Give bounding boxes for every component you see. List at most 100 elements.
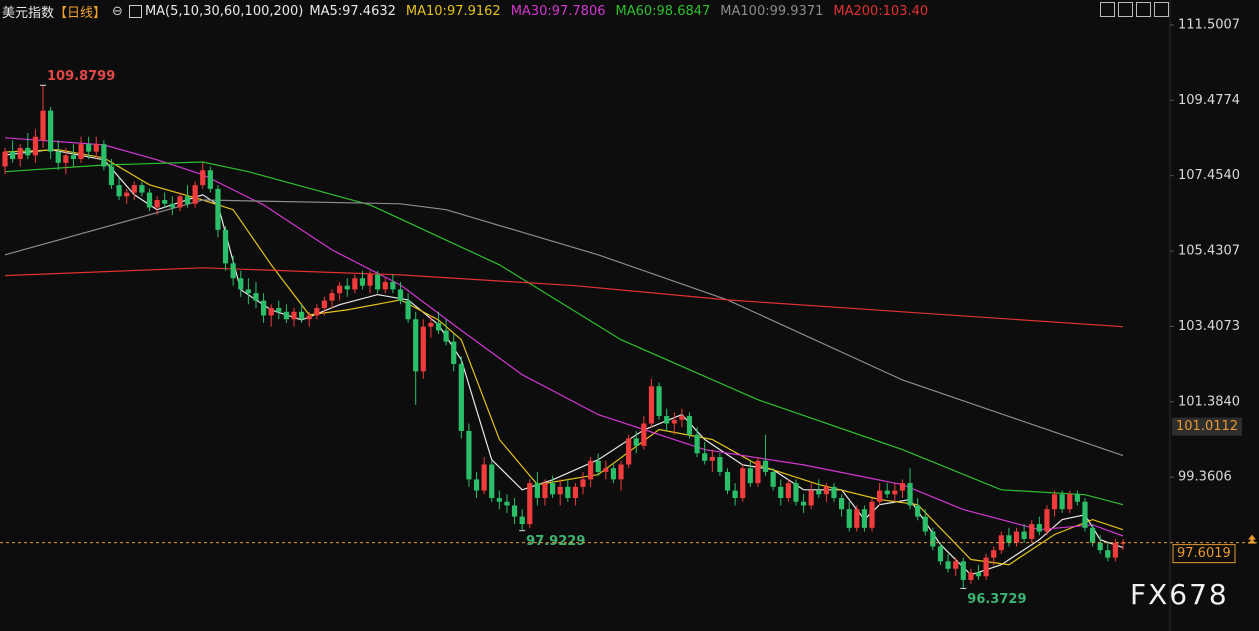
candle-body <box>816 490 822 495</box>
price-tag-box <box>1172 417 1242 436</box>
candle-body <box>892 490 898 495</box>
y-tick-label: 101.3840 <box>1178 394 1240 409</box>
indicator-icon[interactable] <box>128 4 142 18</box>
candle-body <box>25 147 31 156</box>
candle-body <box>481 464 487 491</box>
price-tag: 101.0112 <box>1176 419 1238 434</box>
candle-body <box>770 471 776 487</box>
candle-body <box>405 300 411 320</box>
candle-body <box>519 516 525 525</box>
candle-body <box>1044 509 1050 532</box>
y-tick-label: 103.4073 <box>1178 319 1240 334</box>
candle-body <box>1097 542 1103 551</box>
candle-body <box>785 483 791 499</box>
price-tag: 97.6019 <box>1177 546 1231 561</box>
candle-body <box>86 144 92 152</box>
candle-body <box>1051 494 1058 510</box>
candle-body <box>230 263 236 279</box>
candle-body <box>329 293 335 301</box>
candle-body <box>702 453 708 461</box>
candle-body <box>717 457 723 472</box>
candle-body <box>740 468 746 499</box>
candle-body <box>108 166 115 186</box>
y-tick-label: 107.4540 <box>1178 168 1240 183</box>
collapse-icon[interactable]: ⊖ <box>112 3 123 19</box>
candle-body <box>641 423 647 446</box>
candle-body <box>253 293 259 301</box>
candle-body <box>352 278 358 290</box>
candle-body <box>124 192 130 197</box>
candle-body <box>359 278 366 286</box>
candle-body <box>55 151 61 163</box>
candle-body <box>382 281 388 290</box>
candle-body <box>846 509 852 528</box>
candle-body <box>998 535 1004 551</box>
tool-button[interactable] <box>1136 2 1151 17</box>
candle-body <box>321 300 328 309</box>
tool-button[interactable] <box>1118 2 1133 17</box>
toolbar <box>1100 2 1169 17</box>
candle-body <box>1105 550 1111 558</box>
candle-body <box>367 274 373 286</box>
candle-body <box>63 155 69 163</box>
candle-body <box>930 531 936 547</box>
tool-button[interactable] <box>1100 2 1115 17</box>
chart-title: 美元指数 <box>2 5 55 21</box>
candle-body <box>831 486 837 499</box>
candle-body <box>975 572 982 577</box>
candle-body <box>276 308 282 312</box>
candle-body <box>686 416 693 435</box>
legend-entry: MA200:103.40 <box>833 3 929 19</box>
candle-body <box>337 285 343 294</box>
legend-entry: MA10:97.9162 <box>405 3 501 19</box>
price-arrow <box>1248 534 1256 544</box>
candle-body <box>162 200 168 204</box>
candle-body <box>953 561 959 569</box>
period-label[interactable]: 【日线】 <box>54 5 107 21</box>
candle-body <box>588 460 594 480</box>
ma-line <box>4 199 1124 457</box>
candle-body <box>1013 531 1020 543</box>
candle-body <box>991 550 997 558</box>
y-tick-label: 111.5007 <box>1178 17 1240 32</box>
y-tick-label: 109.4774 <box>1178 93 1240 108</box>
candle-body <box>17 147 23 160</box>
candle-body <box>70 155 77 160</box>
indicator-label[interactable]: MA(5,10,30,60,100,200) <box>144 3 304 19</box>
candle-body <box>534 483 540 499</box>
candle-body <box>915 505 921 517</box>
candle-body <box>626 438 632 465</box>
candle-body <box>709 457 715 461</box>
candle-body <box>648 386 655 424</box>
candle-body <box>603 468 609 472</box>
candle-body <box>435 322 442 331</box>
candle-body <box>48 110 54 152</box>
candle-body <box>907 483 913 506</box>
candle-body <box>2 151 8 167</box>
candle-body <box>466 430 472 480</box>
tool-button[interactable] <box>1154 2 1169 17</box>
candle-body <box>983 557 989 577</box>
annotation-label: 96.3729 <box>967 592 1026 607</box>
candle-body <box>184 196 191 204</box>
candle-body <box>595 460 601 472</box>
candle-body <box>968 572 974 580</box>
candle-body <box>10 151 16 160</box>
candle-body <box>116 185 122 197</box>
ma-line <box>4 267 1124 328</box>
candle-body <box>177 196 183 208</box>
legend-entry: MA100:99.9371 <box>720 3 824 19</box>
candle-body <box>489 464 495 499</box>
candle-body <box>869 501 875 528</box>
candle-body <box>458 363 464 431</box>
candle-body <box>154 200 160 208</box>
candle-body <box>1067 494 1073 510</box>
candle-body <box>679 416 685 420</box>
candle-body <box>838 498 845 510</box>
candle-body <box>793 483 799 502</box>
candle-body <box>32 136 39 156</box>
candle-body <box>291 311 297 320</box>
candle-body <box>93 144 99 152</box>
candle-body <box>511 505 518 517</box>
